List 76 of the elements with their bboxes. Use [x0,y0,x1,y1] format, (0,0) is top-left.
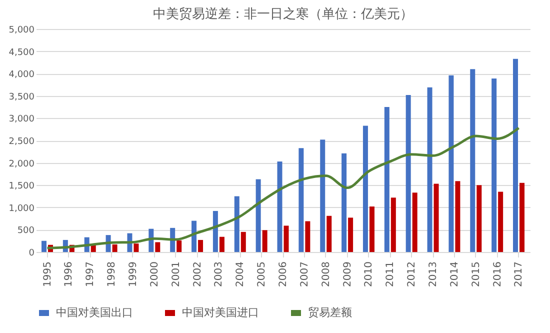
y-tick-label: 1,500 [8,182,35,192]
bar [134,244,139,252]
x-tick-label: 2013 [428,262,440,287]
x-tick-label: 2003 [214,262,225,287]
bar [192,220,197,252]
bar [390,198,396,252]
legend-label: 中国对美国进口 [182,306,259,319]
y-tick-label: 3,500 [8,92,35,102]
bar [520,182,524,252]
line-series [46,126,520,250]
x-tick-label: 2004 [235,262,246,287]
x-tick-label: 1998 [106,262,118,287]
legend-label: 中国对美国出口 [56,306,133,319]
bar [298,148,304,252]
chart-title: 中美贸易逆差：非一日之寒（单位：亿美元） [153,6,413,22]
x-tick-label: 2012 [406,262,418,287]
y-tick-label: 2,000 [8,159,35,170]
bar [384,107,390,252]
bar [427,87,432,252]
bar [326,216,332,252]
x-tick-label: 2009 [342,262,354,287]
x-tick-label: 2006 [278,262,289,287]
y-tick-label: 2,500 [8,137,35,147]
bar [492,78,497,252]
x-tick-label: 2000 [149,262,160,287]
y-tick-label: 4,000 [8,70,35,80]
x-tick-label: 1997 [85,262,96,287]
bar [234,196,240,252]
bar [406,95,411,252]
y-tick-label: 3,000 [8,114,35,125]
bar [455,181,460,252]
x-tick-label: 2001 [170,262,182,287]
bar [240,232,246,252]
bar [284,226,289,252]
y-tick-label: 4,500 [8,48,35,58]
bar [176,240,182,252]
legend-label: 贸易差额 [308,306,352,319]
bar [434,184,439,252]
x-tick-label: 2014 [449,262,460,287]
x-tick-label: 1995 [42,262,54,287]
x-tick-label: 2008 [320,262,332,287]
y-tick-label: 0 [28,248,35,258]
bar [42,240,46,252]
bar [369,206,374,252]
x-tick-label: 2011 [385,262,396,287]
bar [348,218,354,252]
y-tick-label: 5,000 [8,26,35,36]
bar [219,236,224,252]
bar [470,69,476,252]
bar [448,75,454,252]
x-tick-label: 1999 [128,262,139,287]
x-tick-label: 2016 [492,262,504,287]
bar [277,161,282,252]
bar [362,126,368,252]
x-tick-label: 2010 [364,262,375,287]
bar [305,221,310,252]
bar [112,244,118,252]
x-tick-label: 2007 [299,262,310,287]
bar [498,192,504,252]
bar [412,192,418,252]
bar [512,58,518,252]
bar [155,242,160,252]
bar [256,179,261,252]
bar [476,185,482,252]
y-tick-label: 500 [17,226,35,236]
x-tick-label: 2015 [470,262,482,287]
y-tick-label: 1,000 [8,204,35,214]
x-tick-label: 2005 [256,262,268,287]
x-tick-label: 2017 [514,262,525,287]
bar [342,153,347,252]
bar [320,140,326,252]
bar [198,240,204,252]
x-tick-label: 2002 [192,262,204,287]
bar [262,230,268,252]
bar [212,210,218,252]
x-tick-label: 1996 [64,262,75,287]
